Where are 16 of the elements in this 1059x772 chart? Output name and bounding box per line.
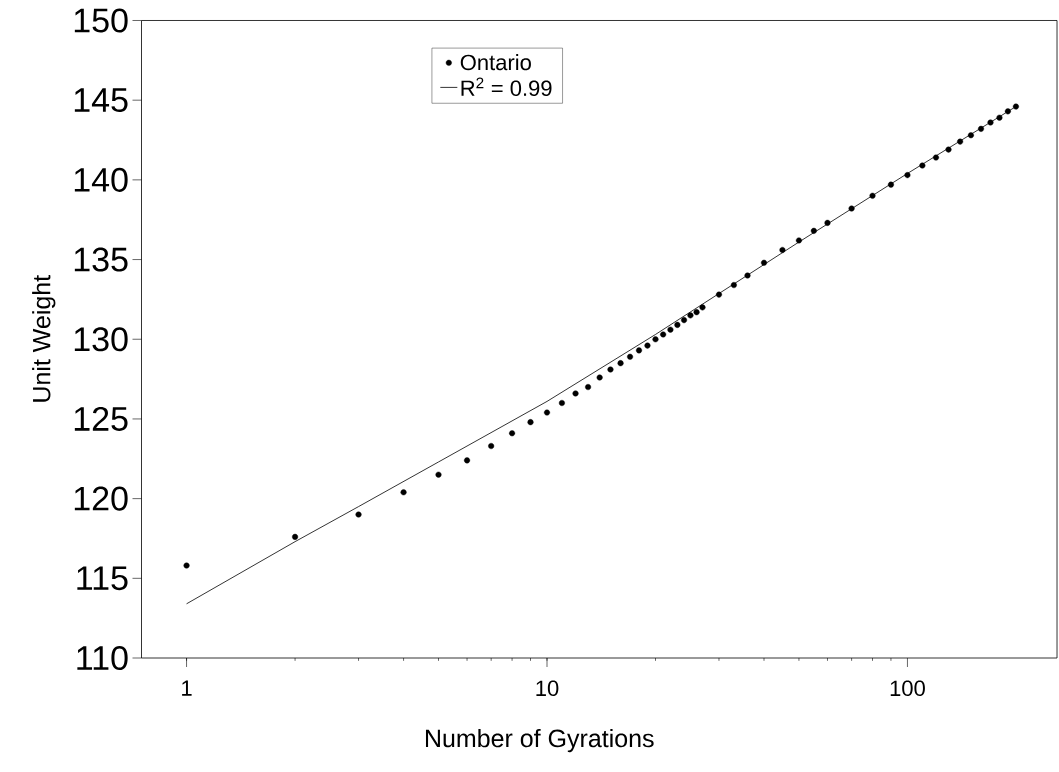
x-axis-title: Number of Gyrations [425, 728, 654, 753]
y-tick-label: 150 [74, 8, 128, 33]
y-tick-label: 140 [74, 167, 128, 192]
legend-label: R$^{2}$ = 0.99 [461, 77, 552, 96]
y-tick-label: 115 [77, 566, 128, 591]
y-tick-label: 130 [74, 327, 128, 352]
y-tick-label: 120 [74, 486, 128, 511]
y-tick-label: 110 [77, 645, 128, 671]
y-axis-title: Unit Weight [32, 275, 56, 402]
y-tick-label: 135 [74, 247, 128, 272]
x-tick-label: 1 [182, 680, 192, 696]
legend-label: Ontario [460, 54, 531, 71]
x-tick-label: 100 [890, 680, 925, 697]
y-tick-label: 145 [74, 88, 128, 113]
y-tick-label: 125 [74, 406, 128, 431]
x-tick-label: 10 [536, 680, 559, 697]
